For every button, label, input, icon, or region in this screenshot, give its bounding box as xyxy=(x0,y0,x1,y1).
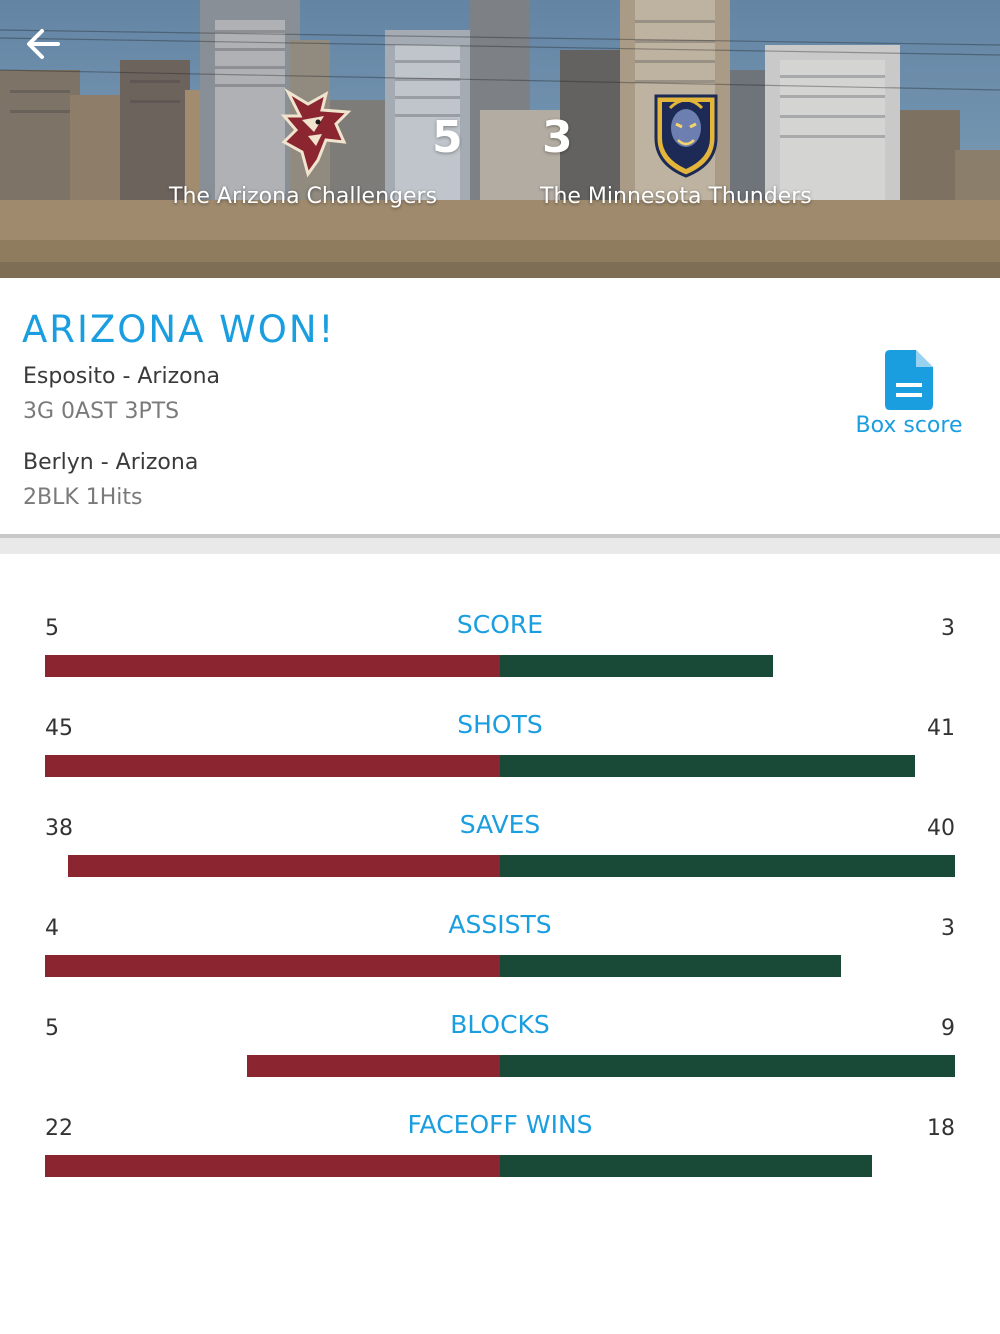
away-stat-bar xyxy=(500,655,773,677)
home-team-name: The Arizona Challengers xyxy=(169,184,438,209)
box-score-label: Box score xyxy=(855,413,963,438)
home-stat-value: 45 xyxy=(45,716,73,741)
stat-row-shots: 45 SHOTS 41 xyxy=(0,654,1000,777)
result-title: ARIZONA WON! xyxy=(22,308,336,351)
stat-label: SCORE xyxy=(456,610,544,639)
away-stat-bar xyxy=(500,855,955,877)
home-stat-value: 5 xyxy=(45,1016,59,1041)
away-stat-bar xyxy=(500,955,841,977)
coyote-logo-icon xyxy=(280,88,352,178)
away-stat-bar xyxy=(500,755,915,777)
away-stat-value: 3 xyxy=(941,916,955,941)
stat-bar xyxy=(45,655,955,677)
stat-bar xyxy=(45,955,955,977)
home-stat-bar xyxy=(45,955,500,977)
stat-bar xyxy=(45,855,955,877)
home-stat-bar xyxy=(45,755,500,777)
stat-bar xyxy=(45,1055,955,1077)
city-skyline-background xyxy=(0,0,1000,278)
away-team-name: The Minnesota Thunders xyxy=(540,184,812,209)
away-stat-value: 18 xyxy=(927,1116,955,1141)
home-team-logo xyxy=(278,86,354,178)
away-stat-value: 41 xyxy=(927,716,955,741)
away-stat-value: 40 xyxy=(927,816,955,841)
stat-row-faceoff-wins: 22 FACEOFF WINS 18 xyxy=(0,1054,1000,1177)
home-score: 5 xyxy=(432,112,464,163)
star-player-name: Esposito - Arizona xyxy=(23,364,221,389)
home-stat-value: 22 xyxy=(45,1116,73,1141)
document-icon xyxy=(885,350,933,410)
stat-label: FACEOFF WINS xyxy=(407,1110,593,1139)
stat-row-assists: 4 ASSISTS 3 xyxy=(0,854,1000,977)
stat-row-blocks: 5 BLOCKS 9 xyxy=(0,954,1000,1077)
stat-label: SAVES xyxy=(459,810,541,839)
stat-bar xyxy=(45,755,955,777)
team-stats-comparison: 5 SCORE 3 45 SHOTS 41 38 SAVES 40 4 ASSI… xyxy=(0,554,1000,1334)
game-header: 5 3 The Arizona Challengers The Minnesot… xyxy=(0,0,1000,278)
away-stat-bar xyxy=(500,1055,955,1077)
home-stat-bar xyxy=(45,655,500,677)
arrow-left-icon xyxy=(27,29,60,59)
home-stat-value: 5 xyxy=(45,616,59,641)
stat-label: ASSISTS xyxy=(448,910,552,939)
away-score: 3 xyxy=(542,112,574,163)
home-stat-bar xyxy=(68,855,500,877)
stat-row-score: 5 SCORE 3 xyxy=(0,554,1000,677)
stat-bar xyxy=(45,1155,955,1177)
thunder-shield-logo-icon xyxy=(654,94,718,178)
home-stat-value: 38 xyxy=(45,816,73,841)
star-player-statline: 3G 0AST 3PTS xyxy=(23,399,180,424)
away-team-logo xyxy=(648,88,724,180)
stat-label: BLOCKS xyxy=(450,1010,550,1039)
back-button[interactable] xyxy=(22,22,66,66)
game-summary: ARIZONA WON! Esposito - Arizona 3G 0AST … xyxy=(0,278,1000,534)
stat-row-saves: 38 SAVES 40 xyxy=(0,754,1000,877)
stat-label: SHOTS xyxy=(457,710,543,739)
star-player-statline: 2BLK 1Hits xyxy=(23,485,143,510)
section-divider xyxy=(0,534,1000,554)
star-player-name: Berlyn - Arizona xyxy=(23,450,199,475)
away-stat-bar xyxy=(500,1155,872,1177)
home-stat-bar xyxy=(45,1155,500,1177)
home-stat-bar xyxy=(247,1055,500,1077)
home-stat-value: 4 xyxy=(45,916,59,941)
away-stat-value: 9 xyxy=(941,1016,955,1041)
box-score-button[interactable]: Box score xyxy=(846,350,972,450)
away-stat-value: 3 xyxy=(941,616,955,641)
